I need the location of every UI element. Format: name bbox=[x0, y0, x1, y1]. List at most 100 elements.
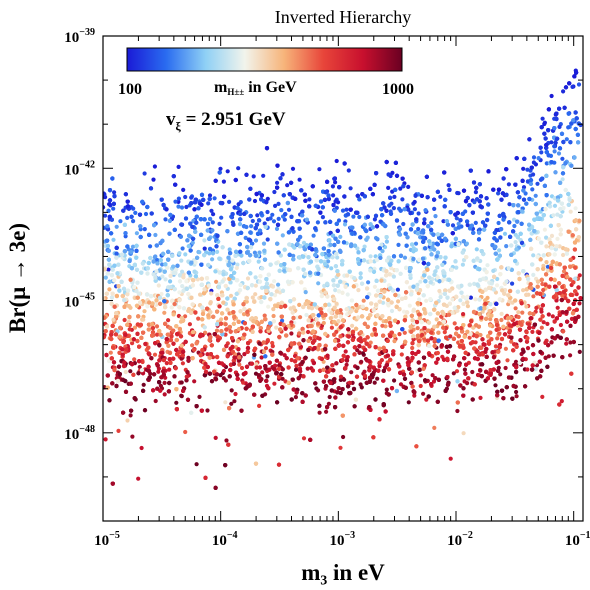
data-point bbox=[179, 394, 184, 399]
data-point bbox=[435, 356, 440, 362]
data-point bbox=[134, 231, 139, 236]
data-point bbox=[253, 275, 258, 280]
data-point bbox=[174, 298, 179, 303]
data-point bbox=[473, 190, 478, 195]
data-point bbox=[480, 309, 485, 314]
data-point bbox=[125, 215, 130, 220]
data-point bbox=[407, 303, 412, 308]
data-point bbox=[242, 352, 247, 357]
data-point bbox=[493, 344, 498, 349]
data-point bbox=[511, 217, 517, 222]
data-point bbox=[282, 217, 287, 222]
data-point bbox=[452, 321, 457, 326]
data-point bbox=[568, 209, 573, 214]
data-point bbox=[458, 298, 463, 303]
data-point bbox=[285, 183, 290, 188]
data-point bbox=[265, 237, 270, 242]
data-point bbox=[335, 255, 340, 260]
data-point bbox=[568, 353, 573, 358]
data-point bbox=[156, 283, 161, 288]
data-point bbox=[333, 288, 338, 293]
data-point bbox=[406, 184, 411, 189]
data-point bbox=[329, 325, 334, 330]
data-point bbox=[412, 207, 417, 212]
data-point bbox=[176, 196, 181, 201]
data-point bbox=[128, 413, 133, 418]
data-point bbox=[317, 410, 322, 415]
data-point bbox=[345, 292, 350, 297]
data-point bbox=[549, 140, 554, 145]
data-point bbox=[362, 244, 367, 249]
data-point bbox=[190, 240, 195, 245]
data-point bbox=[568, 340, 573, 345]
data-point bbox=[416, 226, 421, 232]
data-point bbox=[448, 456, 453, 461]
data-point bbox=[373, 254, 378, 259]
data-point bbox=[546, 312, 551, 317]
data-point bbox=[301, 436, 307, 441]
data-point bbox=[162, 380, 167, 385]
data-point bbox=[212, 196, 217, 201]
data-point bbox=[544, 235, 549, 240]
data-point bbox=[417, 297, 422, 302]
data-point bbox=[545, 268, 551, 273]
data-point bbox=[155, 332, 160, 337]
data-point bbox=[539, 325, 544, 330]
data-point bbox=[111, 237, 116, 242]
data-point bbox=[495, 336, 500, 341]
data-point bbox=[154, 324, 160, 329]
data-point bbox=[498, 372, 503, 377]
data-point bbox=[530, 187, 535, 192]
data-point bbox=[265, 209, 270, 215]
data-point bbox=[355, 246, 360, 251]
data-point bbox=[148, 244, 153, 249]
data-point bbox=[502, 231, 508, 236]
data-point bbox=[533, 367, 538, 372]
data-point bbox=[174, 400, 179, 405]
data-point bbox=[112, 190, 117, 195]
data-point bbox=[221, 376, 226, 381]
data-point bbox=[214, 279, 219, 284]
data-point bbox=[342, 222, 348, 227]
data-point bbox=[276, 216, 281, 221]
data-point bbox=[123, 234, 128, 239]
data-point bbox=[389, 308, 395, 314]
data-point bbox=[197, 394, 202, 399]
data-point bbox=[506, 182, 511, 187]
data-point bbox=[344, 362, 349, 367]
data-point bbox=[465, 304, 470, 309]
data-point bbox=[180, 246, 185, 251]
data-point bbox=[140, 358, 145, 363]
data-point bbox=[291, 253, 296, 258]
data-point bbox=[234, 265, 239, 271]
data-point bbox=[315, 220, 320, 225]
data-point bbox=[461, 312, 466, 317]
data-point bbox=[412, 199, 417, 205]
data-point bbox=[513, 240, 518, 245]
data-point bbox=[576, 82, 582, 87]
data-point bbox=[560, 156, 565, 161]
data-point bbox=[209, 291, 214, 296]
data-point bbox=[271, 219, 277, 224]
data-point bbox=[390, 170, 395, 175]
data-point bbox=[454, 369, 460, 374]
data-point bbox=[462, 367, 467, 372]
data-point bbox=[411, 307, 416, 312]
data-point bbox=[545, 264, 551, 269]
data-point bbox=[202, 246, 207, 251]
data-point bbox=[396, 299, 401, 304]
data-point bbox=[418, 279, 423, 284]
data-point bbox=[286, 207, 292, 212]
data-point bbox=[366, 280, 371, 285]
data-point bbox=[229, 388, 234, 393]
data-point bbox=[107, 287, 112, 292]
data-point bbox=[256, 259, 261, 264]
data-point bbox=[141, 317, 146, 322]
data-point bbox=[221, 368, 226, 374]
data-point bbox=[251, 174, 256, 179]
data-point bbox=[142, 227, 147, 232]
data-point bbox=[473, 220, 478, 225]
data-point bbox=[359, 385, 364, 390]
